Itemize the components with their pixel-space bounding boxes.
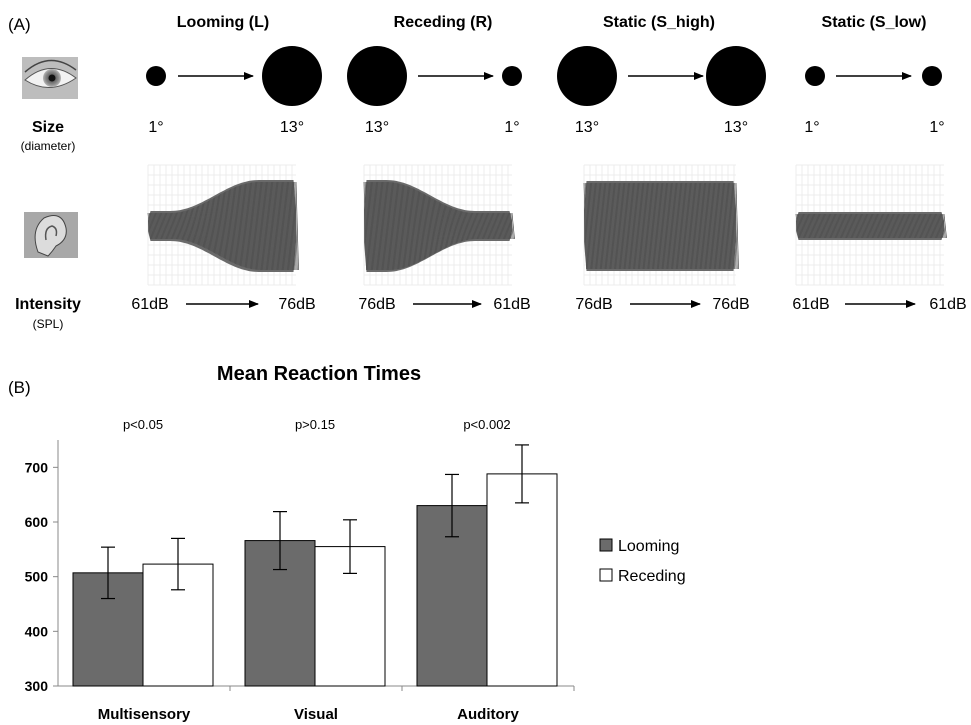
intensity-start: 61dB [792, 296, 829, 313]
panel-a-label: (A) [8, 15, 31, 34]
size-end: 13° [724, 119, 748, 136]
legend-item-receding: Receding [599, 568, 686, 585]
intensity-start: 61dB [131, 296, 168, 313]
intensity-end: 61dB [493, 296, 530, 313]
stimulus-disc-large [347, 46, 407, 106]
size-label: Size [32, 119, 64, 136]
waveform-looming [147, 164, 299, 286]
x-tick-label: Multisensory [98, 706, 191, 723]
legend-label: Receding [618, 568, 686, 585]
intensity-end: 61dB [929, 296, 966, 313]
p-value-label: p>0.15 [295, 417, 335, 432]
waveform-receding [363, 164, 515, 286]
intensity-label: Intensity [15, 296, 81, 313]
error-bar [171, 537, 185, 591]
size-start: 1° [804, 119, 819, 136]
error-bars [101, 444, 529, 600]
size-sublabel: (diameter) [21, 139, 76, 153]
condition-static-low: Static (S_low) 1° 1° 61dB 61dB [792, 14, 966, 313]
y-tick-label: 700 [25, 459, 49, 475]
legend-swatch [599, 538, 613, 552]
condition-receding: Receding (R) 13° 1° 76dB 61dB [347, 14, 531, 313]
y-tick-label: 600 [25, 514, 49, 530]
y-tick-label: 300 [25, 678, 49, 694]
intensity-end: 76dB [278, 296, 315, 313]
size-start: 13° [575, 119, 599, 136]
eye-icon [22, 57, 78, 99]
legend: Looming Receding [599, 538, 686, 585]
legend-item-looming: Looming [599, 538, 679, 555]
intensity-start: 76dB [358, 296, 395, 313]
stimulus-disc-small [146, 66, 166, 86]
panel-a: (A) Size (diameter) Intensity (SPL) Loom… [8, 14, 967, 331]
condition-title: Looming (L) [177, 14, 269, 31]
legend-swatch [599, 568, 613, 582]
condition-title: Static (S_high) [603, 14, 715, 31]
intensity-sublabel: (SPL) [33, 317, 64, 331]
bar-receding [486, 473, 558, 687]
size-end: 1° [929, 119, 944, 136]
legend-label: Looming [618, 538, 679, 555]
panel-b: (B) Mean Reaction Times 300 400 500 600 700 … [8, 363, 686, 723]
x-tick-label: Visual [294, 706, 338, 723]
bar-chart: 300 400 500 600 700 Multisensory Visual Audito… [25, 417, 686, 723]
condition-title: Static (S_low) [822, 14, 927, 31]
condition-looming: Looming (L) 1° 13° 61dB 76dB [131, 14, 322, 313]
p-value-label: p<0.002 [463, 417, 510, 432]
stimulus-disc-large-end [706, 46, 766, 106]
chart-title: Mean Reaction Times [217, 363, 421, 385]
ear-icon [24, 212, 78, 258]
intensity-start: 76dB [575, 296, 612, 313]
p-value-label: p<0.05 [123, 417, 163, 432]
size-start: 1° [148, 119, 163, 136]
error-bar [273, 511, 287, 571]
waveform-static-high [583, 164, 739, 286]
bars [72, 473, 558, 687]
size-end: 1° [504, 119, 519, 136]
error-bar [343, 519, 357, 574]
y-tick-label: 400 [25, 623, 49, 639]
stimulus-disc-small [805, 66, 825, 86]
y-axis: 300 400 500 600 700 [25, 440, 59, 694]
stimulus-disc-large [262, 46, 322, 106]
y-tick-label: 500 [25, 569, 49, 585]
waveform-static-low [795, 164, 947, 286]
x-tick-label: Auditory [457, 706, 519, 723]
panel-b-label: (B) [8, 378, 31, 397]
error-bar [515, 444, 529, 504]
size-end: 13° [280, 119, 304, 136]
error-bar [101, 546, 115, 600]
intensity-end: 76dB [712, 296, 749, 313]
x-axis: Multisensory Visual Auditory [58, 685, 575, 723]
stimulus-disc-small-end [922, 66, 942, 86]
condition-static-high: Static (S_high) 13° 13° 76dB 76dB [557, 14, 766, 313]
error-bar [445, 473, 459, 538]
p-value-annotations: p<0.05 p>0.15 p<0.002 [123, 417, 511, 432]
stimulus-disc-small [502, 66, 522, 86]
size-start: 13° [365, 119, 389, 136]
condition-title: Receding (R) [394, 14, 493, 31]
stimulus-disc-large [557, 46, 617, 106]
